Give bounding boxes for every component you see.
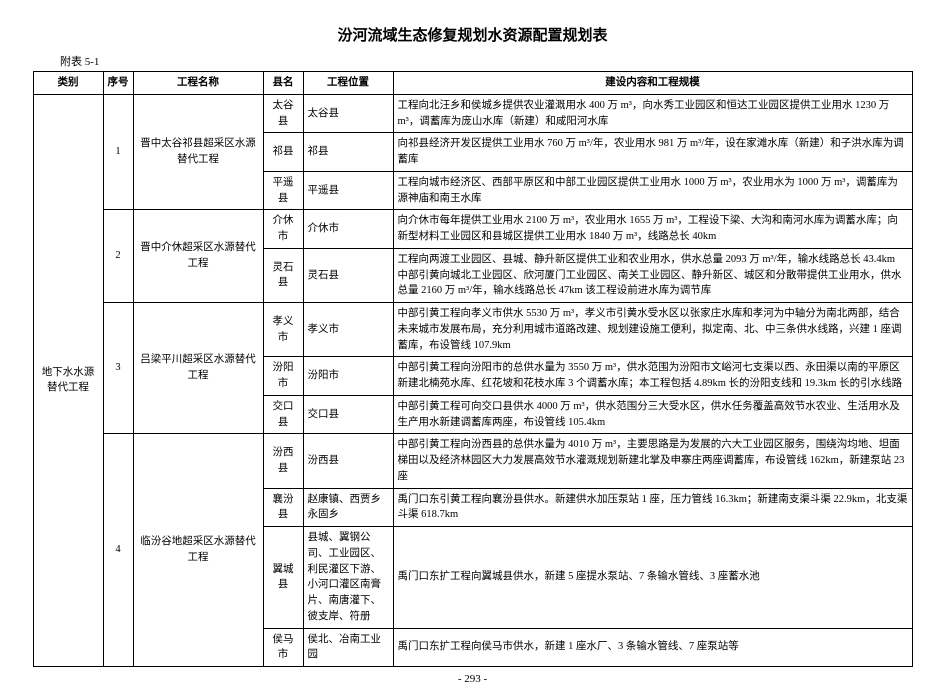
- location-cell: 赵康镇、西贾乡永固乡: [303, 488, 393, 527]
- header-project: 工程名称: [133, 72, 263, 95]
- project-cell: 晋中介休超采区水源替代工程: [133, 210, 263, 303]
- content-cell: 禹门口东引黄工程向襄汾县供水。新建供水加压泵站 1 座，压力管线 16.3km；…: [393, 488, 912, 527]
- header-row: 类别 序号 工程名称 县名 工程位置 建设内容和工程规模: [33, 72, 912, 95]
- content-cell: 工程向城市经济区、西部平原区和中部工业园区提供工业用水 1000 万 m³，农业…: [393, 171, 912, 210]
- content-cell: 中部引黄工程向汾西县的总供水量为 4010 万 m³，主要思路是为发展的六大工业…: [393, 434, 912, 488]
- county-cell: 交口县: [263, 395, 303, 434]
- county-cell: 灵石县: [263, 248, 303, 302]
- seq-cell: 2: [103, 210, 133, 303]
- content-cell: 禹门口东扩工程向翼城县供水，新建 5 座提水泵站、7 条输水管线、3 座蓄水池: [393, 527, 912, 629]
- location-cell: 汾阳市: [303, 357, 393, 396]
- appendix-label: 附表 5-1: [0, 53, 945, 69]
- county-cell: 汾阳市: [263, 357, 303, 396]
- project-cell: 吕梁平川超采区水源替代工程: [133, 303, 263, 434]
- county-cell: 孝义市: [263, 303, 303, 357]
- location-cell: 县城、翼钢公司、工业园区、利民灌区下游、小河口灌区南膏片、南唐灌下、彼支岸、符册: [303, 527, 393, 629]
- project-cell: 晋中太谷祁县超采区水源替代工程: [133, 94, 263, 210]
- table-row: 2晋中介休超采区水源替代工程介休市介休市向介休市每年提供工业用水 2100 万 …: [33, 210, 912, 249]
- county-cell: 襄汾县: [263, 488, 303, 527]
- table-row: 3吕梁平川超采区水源替代工程孝义市孝义市中部引黄工程向孝义市供水 5530 万 …: [33, 303, 912, 357]
- header-category: 类别: [33, 72, 103, 95]
- location-cell: 侯北、冶南工业园: [303, 628, 393, 667]
- content-cell: 向祁县经济开发区提供工业用水 760 万 m³/年，农业用水 981 万 m³/…: [393, 133, 912, 172]
- content-cell: 向介休市每年提供工业用水 2100 万 m³，农业用水 1655 万 m³，工程…: [393, 210, 912, 249]
- content-cell: 中部引黄工程向汾阳市的总供水量为 3550 万 m³，供水范围为汾阳市文峪河七支…: [393, 357, 912, 396]
- seq-cell: 4: [103, 434, 133, 667]
- location-cell: 交口县: [303, 395, 393, 434]
- header-seq: 序号: [103, 72, 133, 95]
- county-cell: 汾西县: [263, 434, 303, 488]
- header-location: 工程位置: [303, 72, 393, 95]
- location-cell: 太谷县: [303, 94, 393, 133]
- location-cell: 灵石县: [303, 248, 393, 302]
- page-footer: - 293 -: [0, 667, 945, 685]
- table-row: 地下水水源替代工程1晋中太谷祁县超采区水源替代工程太谷县太谷县工程向北汪乡和侯城…: [33, 94, 912, 133]
- header-content: 建设内容和工程规模: [393, 72, 912, 95]
- content-cell: 工程向北汪乡和侯城乡提供农业灌溉用水 400 万 m³，向水秀工业园区和恒达工业…: [393, 94, 912, 133]
- content-cell: 禹门口东扩工程向侯马市供水，新建 1 座水厂、3 条输水管线、7 座泵站等: [393, 628, 912, 667]
- location-cell: 汾西县: [303, 434, 393, 488]
- seq-cell: 1: [103, 94, 133, 210]
- county-cell: 太谷县: [263, 94, 303, 133]
- location-cell: 孝义市: [303, 303, 393, 357]
- seq-cell: 3: [103, 303, 133, 434]
- location-cell: 平遥县: [303, 171, 393, 210]
- page-title: 汾河流域生态修复规划水资源配置规划表: [0, 0, 945, 53]
- project-cell: 临汾谷地超采区水源替代工程: [133, 434, 263, 667]
- location-cell: 祁县: [303, 133, 393, 172]
- table-row: 4临汾谷地超采区水源替代工程汾西县汾西县中部引黄工程向汾西县的总供水量为 401…: [33, 434, 912, 488]
- content-cell: 中部引黄工程向孝义市供水 5530 万 m³，孝义市引黄水受水区以张家庄水库和孝…: [393, 303, 912, 357]
- county-cell: 介休市: [263, 210, 303, 249]
- header-county: 县名: [263, 72, 303, 95]
- county-cell: 平遥县: [263, 171, 303, 210]
- allocation-table: 类别 序号 工程名称 县名 工程位置 建设内容和工程规模 地下水水源替代工程1晋…: [33, 71, 913, 667]
- category-cell: 地下水水源替代工程: [33, 94, 103, 666]
- content-cell: 中部引黄工程可向交口县供水 4000 万 m³，供水范围分三大受水区，供水任务覆…: [393, 395, 912, 434]
- county-cell: 祁县: [263, 133, 303, 172]
- county-cell: 翼城县: [263, 527, 303, 629]
- location-cell: 介休市: [303, 210, 393, 249]
- content-cell: 工程向两渡工业园区、县城、静升新区提供工业和农业用水，供水总量 2093 万 m…: [393, 248, 912, 302]
- county-cell: 侯马市: [263, 628, 303, 667]
